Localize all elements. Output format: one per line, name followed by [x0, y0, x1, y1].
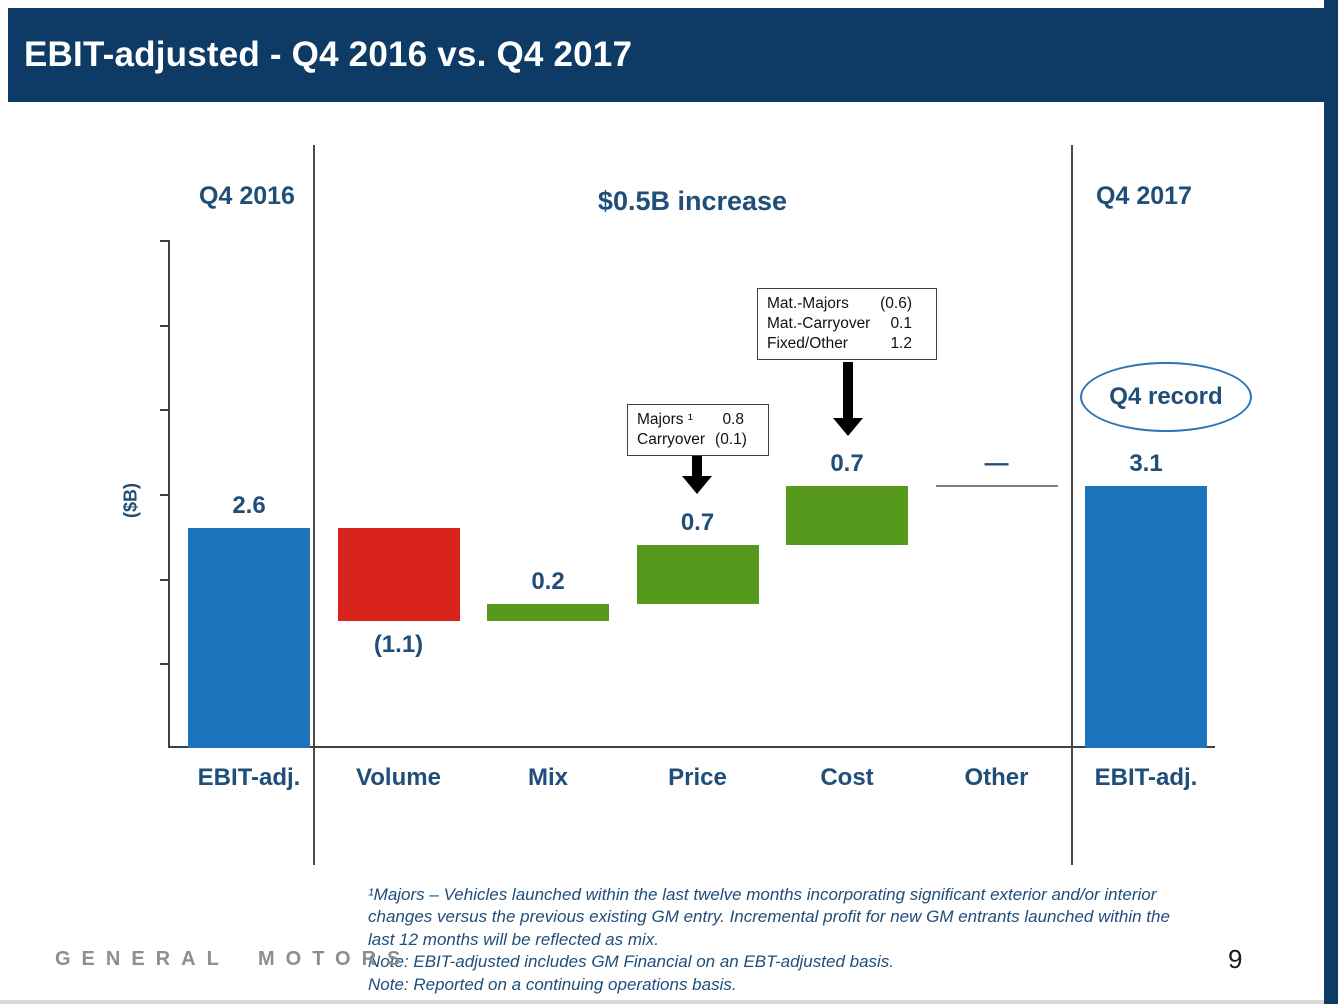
bar-value-label-0-ebit-adj: 2.6: [232, 491, 266, 519]
callout-row-label: Mat.-Majors: [767, 295, 849, 312]
callout-row: Mat.-Carryover 0.1: [767, 314, 912, 334]
title-bar: EBIT-adjusted - Q4 2016 vs. Q4 2017: [8, 8, 1338, 102]
x-axis-label-1-volume: Volume: [356, 764, 441, 791]
bar-value-label-2-mix: 0.2: [531, 568, 565, 596]
bar-value-label-6-ebit-adj: 3.1: [1129, 449, 1163, 477]
q4-2016-column-header: Q4 2016: [199, 182, 295, 210]
plot-area: 2.6 EBIT-adj. (1.1) Volume 0.2 Mix 0.7 Price 0.7…: [160, 240, 1215, 791]
general-motors-logo: GENERAL MOTORS: [55, 948, 412, 970]
bottom-edge-band: [0, 1000, 1324, 1004]
x-axis-label-6-ebit-adj: EBIT-adj.: [1094, 764, 1198, 791]
bar-value-label-5-other: —: [984, 449, 1009, 477]
arrow-shaft: [692, 456, 702, 476]
price-callout-arrow: [682, 456, 712, 494]
x-axis-label-2-mix: Mix: [527, 764, 568, 791]
bar-2-mix: [487, 604, 609, 621]
callout-row: Majors ¹ 0.8: [637, 410, 744, 430]
bar-3-price: [636, 544, 759, 605]
left-separator-line: [313, 145, 315, 865]
callout-row-label: Majors ¹: [637, 411, 693, 428]
cost-callout-box: Mat.-Majors (0.6) Mat.-Carryover 0.1 Fix…: [757, 288, 937, 360]
arrow-head-icon: [682, 476, 712, 494]
page-number: 9: [1228, 944, 1243, 974]
callout-row-value: 0.8: [722, 411, 744, 428]
callout-row: Fixed/Other 1.2: [767, 334, 912, 354]
y-axis-tick: [160, 663, 168, 666]
bar-value-label-1-volume: (1.1): [373, 631, 424, 658]
callout-row: Mat.-Majors (0.6): [767, 294, 912, 314]
cost-callout-arrow: [833, 362, 863, 438]
y-axis-tick: [160, 578, 168, 581]
price-callout-box: Majors ¹ 0.8 Carryover (0.1): [627, 404, 769, 456]
right-separator-line: [1071, 145, 1073, 865]
callout-row-label: Fixed/Other: [767, 335, 848, 352]
arrow-shaft: [843, 362, 853, 418]
bar-1-volume: [337, 527, 460, 621]
q4-record-badge: Q4 record: [1080, 362, 1252, 432]
x-axis-label-5-other: Other: [964, 764, 1029, 791]
callout-row-label: Carryover: [637, 431, 706, 448]
bar-value-label-4-cost: 0.7: [830, 449, 864, 477]
y-axis-tick: [160, 494, 168, 496]
arrow-head-icon: [833, 418, 863, 436]
footnote-continuing-operations: Note: Reported on a continuing operation…: [368, 974, 737, 994]
increase-header: $0.5B increase: [597, 186, 788, 216]
callout-row-label: Mat.-Carryover: [767, 315, 871, 332]
bar-5-other: [935, 484, 1058, 487]
bar-6-ebit-adj: [1085, 485, 1207, 748]
footnote-majors-definition: ¹Majors – Vehicles launched within the l…: [368, 885, 1170, 949]
y-axis-tick: [160, 240, 168, 242]
callout-row-value: (0.6): [880, 295, 912, 312]
right-edge-band: [1324, 0, 1338, 1004]
bar-0-ebit-adj: [188, 527, 310, 748]
callout-row-value: (0.1): [715, 431, 747, 448]
callout-row: Carryover (0.1): [637, 430, 747, 450]
footnotes: ¹Majors – Vehicles launched within the l…: [368, 884, 1173, 996]
callout-row-value: 0.1: [890, 315, 912, 332]
x-axis-label-4-cost: Cost: [820, 764, 874, 791]
y-axis-label: ($B): [120, 483, 141, 518]
y-axis-tick: [160, 324, 168, 327]
q4-2017-column-header: Q4 2017: [1096, 182, 1192, 210]
x-axis-label-0-ebit-adj: EBIT-adj.: [197, 764, 301, 791]
x-axis-label-3-price: Price: [668, 764, 727, 791]
callout-row-value: 1.2: [890, 335, 912, 352]
y-axis-tick: [160, 409, 168, 412]
footnote-gm-financial: Note: EBIT-adjusted includes GM Financia…: [368, 952, 895, 972]
bar-value-label-3-price: 0.7: [680, 508, 715, 536]
slide-title: EBIT-adjusted - Q4 2016 vs. Q4 2017: [24, 35, 633, 74]
bar-4-cost: [786, 485, 908, 545]
